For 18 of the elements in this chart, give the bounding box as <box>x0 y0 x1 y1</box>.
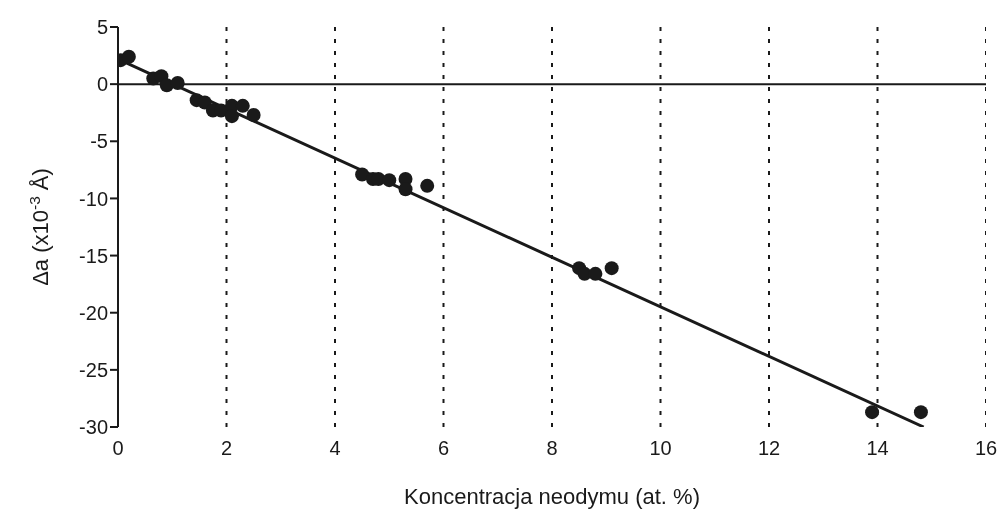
y-tick-label: 0 <box>96 73 108 96</box>
y-tick-label: -5 <box>90 130 108 153</box>
x-tick-label: 0 <box>112 437 124 460</box>
y-tick-label: -20 <box>79 301 108 324</box>
y-tick-label: -10 <box>79 187 108 210</box>
x-tick-label: 10 <box>649 437 672 460</box>
x-tick-label: 2 <box>220 437 233 460</box>
x-tick-label: 4 <box>329 437 341 460</box>
y-tick-label: -30 <box>79 416 108 439</box>
x-tick-label: 12 <box>757 437 781 460</box>
y-tick-label: 5 <box>96 16 108 39</box>
y-tick-label: -25 <box>79 358 108 381</box>
x-tick-label: 8 <box>546 437 558 460</box>
y-tick-label: -15 <box>79 244 108 267</box>
x-axis-title: Koncentracja neodymu (at. %) <box>404 484 700 509</box>
x-tick-label: 14 <box>866 437 889 460</box>
x-tick-label: 6 <box>437 437 450 460</box>
x-tick-label: 16 <box>974 437 998 460</box>
